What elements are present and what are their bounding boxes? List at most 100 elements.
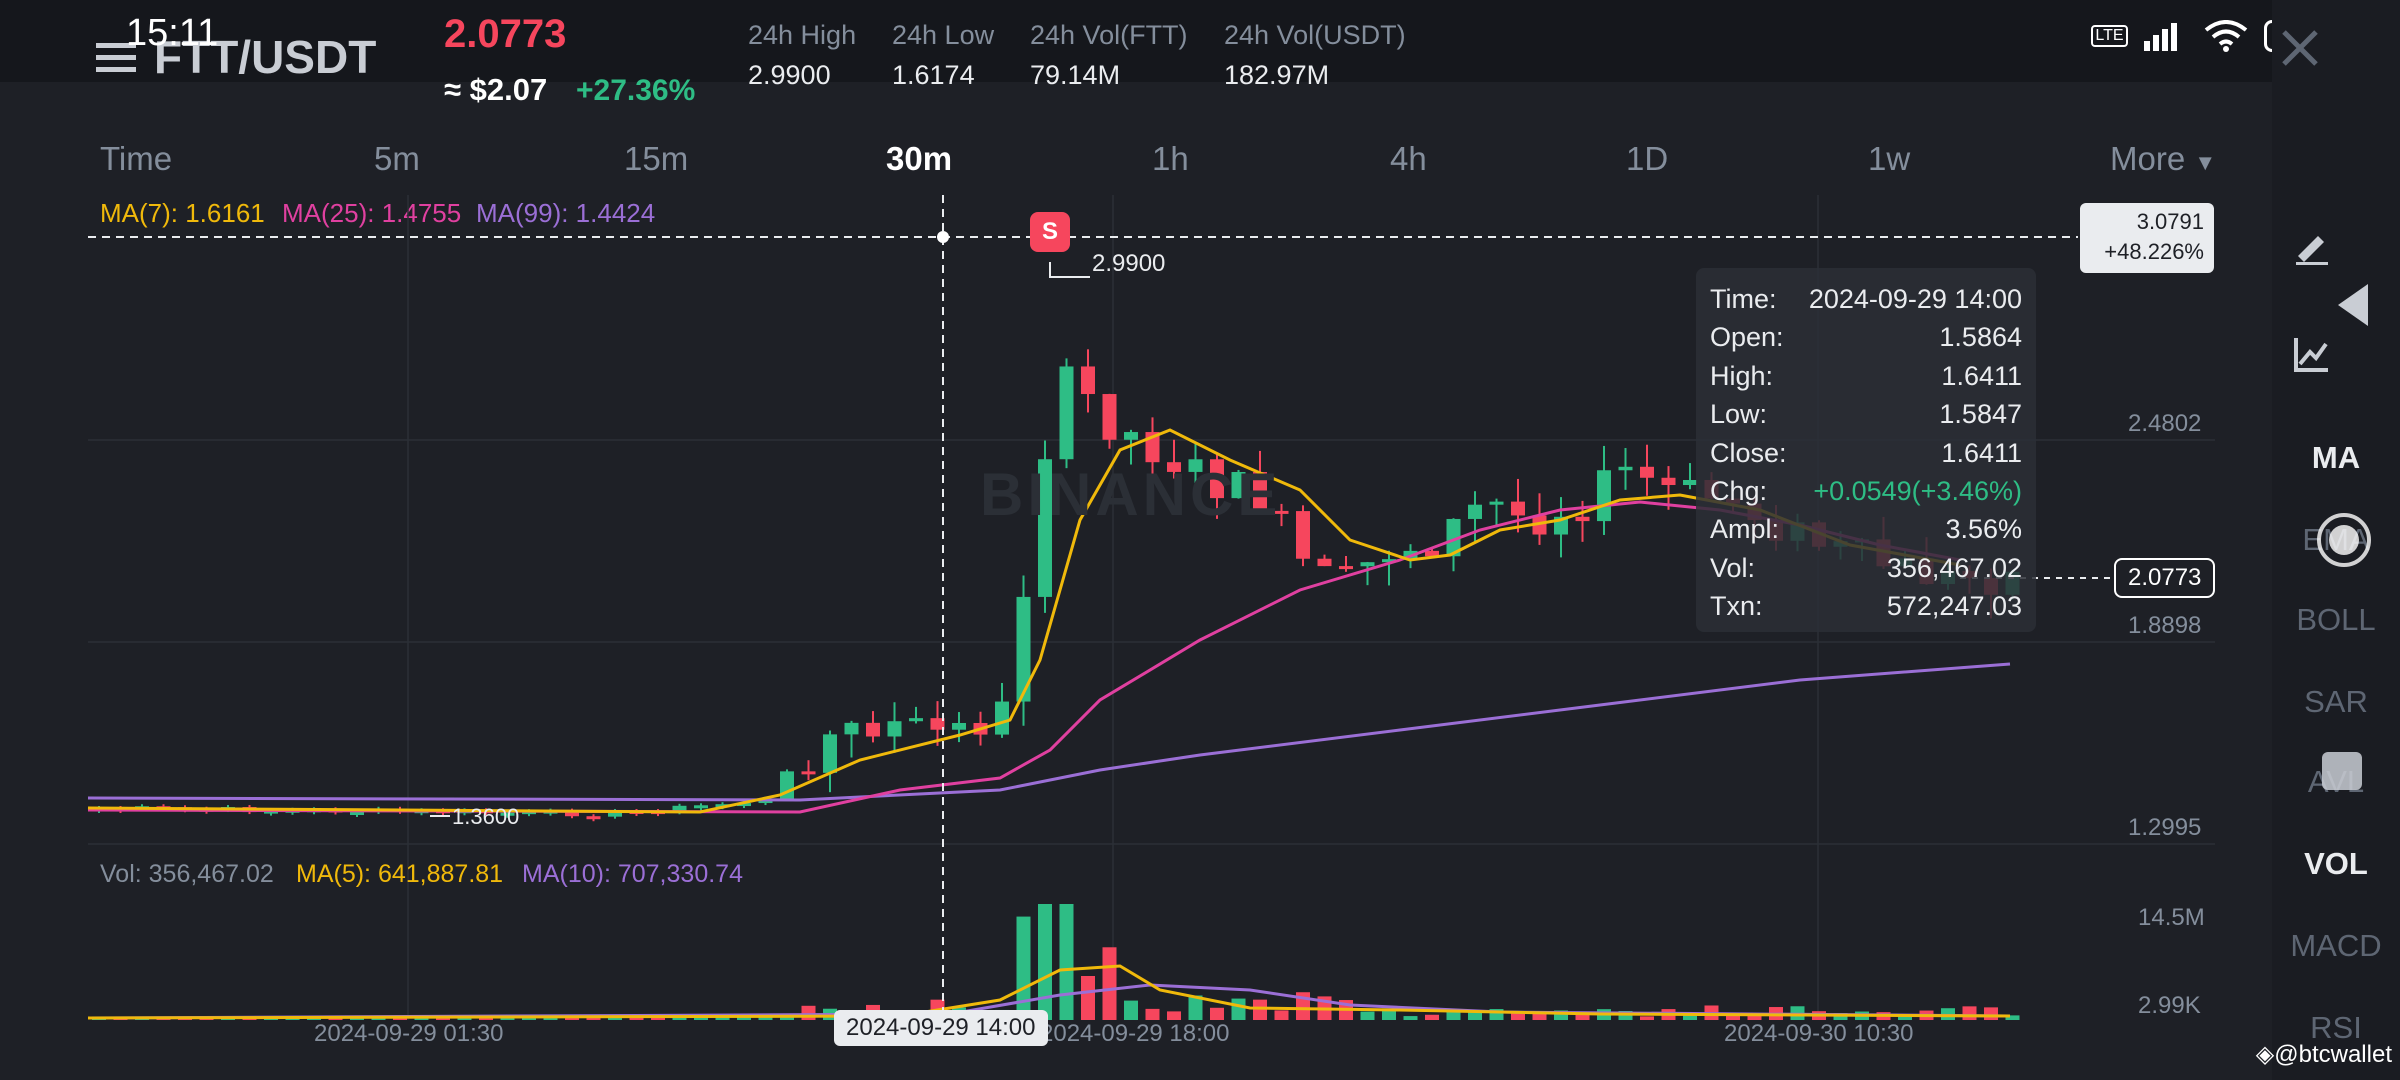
menu-icon [96,43,136,72]
candle-body [1253,471,1267,511]
candle-body [608,811,622,817]
pair-selector[interactable]: FTT/USDT [96,30,376,84]
volume-bar [1253,999,1267,1020]
tab-15m[interactable]: 15m [624,140,689,177]
tooltip-low: Low: 1.5847 [1710,399,2022,430]
tab-1d[interactable]: 1D [1626,140,1669,177]
volume-bar [1188,995,1203,1020]
volume-bar [1468,1010,1482,1020]
candle-body [823,734,837,773]
candle-body [1231,471,1246,499]
candle-body [1425,550,1439,557]
candle-body [1124,432,1138,440]
candle-body [930,718,945,730]
tab-1w[interactable]: 1w [1868,140,1911,177]
candle-body [866,722,880,737]
vol-tick-1: 14.5M [2138,904,2205,931]
candle-body [264,810,278,814]
stat-value-low: 1.6174 [892,60,975,90]
tab-more[interactable]: More ▼ [2110,140,2216,178]
tab-1h[interactable]: 1h [1152,140,1189,177]
close-icon[interactable] [2278,26,2322,70]
tab-time[interactable]: Time [100,140,173,177]
candle-body [1102,394,1117,440]
side-vol[interactable]: VOL [2304,846,2368,881]
candle-body [801,771,816,775]
candle-body [1059,366,1074,460]
tab-30m[interactable]: 30m [886,140,953,177]
volume-bar [522,1017,536,1020]
volume-bar [1962,1006,1977,1020]
sell-signal-badge[interactable]: S [1030,212,1070,252]
stat-label-vol-ftt: 24h Vol(FTT) [1030,20,1188,50]
volume-bar [1489,1009,1504,1020]
volume-bar [672,1017,687,1020]
candle-body [1640,466,1654,478]
crosshair-pct: +48.226% [2104,239,2204,264]
side-boll[interactable]: BOLL [2296,602,2376,637]
tooltip-change: Chg: +0.0549(+3.46%) [1710,475,2022,506]
volume-bar [1747,1013,1762,1020]
candle-body [694,805,708,809]
crosshair-price: 3.0791 [2136,209,2204,234]
volume-bar [758,1017,773,1020]
draw-pen-icon[interactable] [2292,226,2332,266]
candle-body [1532,515,1547,535]
volume-bar [1425,1014,1439,1020]
candle-body [1468,504,1482,519]
price-tick-3: 1.2995 [2128,814,2202,841]
x-tick-1: 2024-09-29 01:30 [314,1020,504,1047]
volume-bar [629,1017,644,1020]
binance-watermark: BINANCE [980,461,1282,528]
tab-5m[interactable]: 5m [374,140,420,177]
candle-body [1339,566,1353,570]
candle-body [952,722,966,730]
volume-bar [1984,1007,1998,1020]
status-time: 15:11 [126,12,219,54]
candle-body [1489,501,1504,505]
volume-bar [1640,1016,1654,1020]
record-toggle-icon[interactable] [2316,512,2372,568]
candle-body [1167,462,1181,472]
stat-value-vol-usdt: 182.97M [1224,60,1330,90]
volume-bar [1382,1008,1396,1020]
vol-legend: Vol: 356,467.02 [100,860,274,888]
credit-label: ◈@btcwallet [2255,1041,2392,1068]
candle-body [1618,466,1633,471]
candle-body [1661,477,1676,486]
volume-bar [1575,1011,1590,1020]
volume-bar [1360,1011,1375,1020]
volume-bar [500,1017,515,1020]
candle-body [1296,511,1310,559]
vol-ma5-legend: MA(5): 641,887.81 [296,860,504,888]
volume-bar [2005,1015,2020,1020]
candle-body [1274,510,1289,514]
collapse-arrow-icon[interactable] [2334,280,2370,330]
volume-bar [1081,975,1095,1020]
tooltip-amplitude: Ampl: 3.56% [1710,514,2022,545]
tooltip-open: Open: 1.5864 [1710,322,2022,353]
side-macd[interactable]: MACD [2290,928,2382,963]
side-ma[interactable]: MA [2311,440,2361,475]
volume-bar [1446,1011,1461,1020]
tab-4h[interactable]: 4h [1390,140,1427,177]
side-rsi[interactable]: RSI [2310,1010,2362,1045]
candle-body [844,722,859,735]
volume-bar [737,1017,751,1020]
volume-bar [1231,998,1246,1020]
stop-square-icon[interactable] [2322,752,2362,790]
top-bar [0,0,2272,82]
volume-bar [1532,1011,1547,1020]
stat-label-vol-usdt: 24h Vol(USDT) [1224,20,1406,50]
volume-bar [1124,1000,1138,1020]
ma25-legend: MA(25): 1.4755 [282,198,462,228]
tooltip-volume: Vol: 356,467.02 [1710,552,2022,583]
stat-value-high: 2.9900 [748,60,831,90]
side-sar[interactable]: SAR [2304,684,2368,719]
vol-tick-2: 2.99K [2138,992,2201,1019]
ma7-legend: MA(7): 1.6161 [100,198,265,228]
indicator-chart-icon[interactable] [2292,334,2332,374]
ma99-legend: MA(99): 1.4424 [476,198,656,228]
volume-bar [1511,1011,1525,1020]
volume-bar [1726,1014,1740,1020]
